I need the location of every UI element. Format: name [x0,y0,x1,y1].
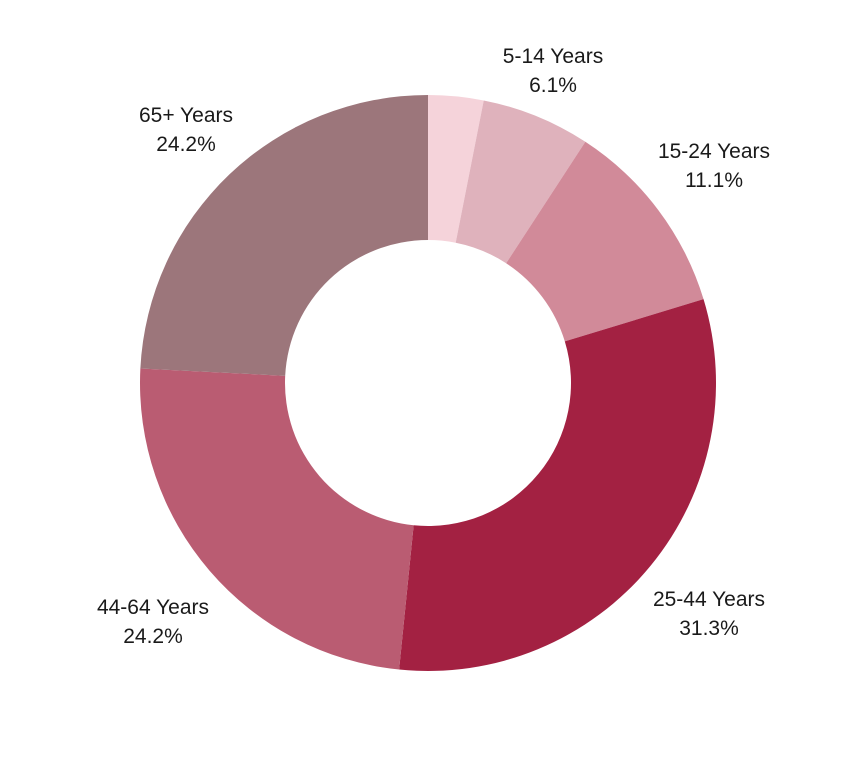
slice-label-15-24-years: 15-24 Years [658,140,770,163]
slice-value-label-15-24-years: 11.1% [685,169,743,192]
slice-value-label-65-years: 24.2% [156,133,216,156]
slice-65-years [140,95,428,376]
slices-layer [139,95,716,672]
labels-layer: 5-14 Years 6.1% 15-24 Years 11.1% 25-44 Year… [97,45,770,648]
slice-label-25-44-years: 25-44 Years [653,588,765,611]
slice-value-label-44-64-years: 24.2% [123,625,183,648]
slice-label-65-years: 65+ Years [139,104,233,127]
slice-label-44-64-years: 44-64 Years [97,596,209,619]
slice-value-label-25-44-years: 31.3% [679,617,739,640]
slice-15-24-years [506,141,704,342]
slice-44-64-years [139,368,414,670]
slice-value-label-5-14-years: 6.1% [529,74,577,97]
slice-5-14-years [455,100,586,264]
slice-label-5-14-years: 5-14 Years [503,45,603,68]
slice-slice-0 [428,95,484,243]
slice-25-44-years [399,299,716,672]
